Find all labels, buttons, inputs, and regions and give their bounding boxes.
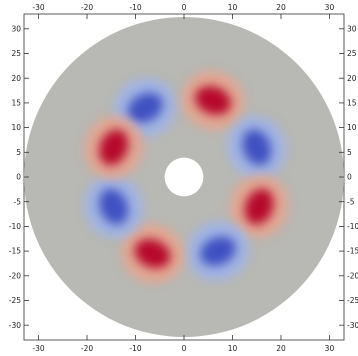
x-tick-label-top: 0 — [182, 3, 187, 12]
lobe-core — [200, 236, 236, 266]
y-tick-label-right: 0 — [347, 173, 352, 182]
y-tick-label-right: -15 — [347, 247, 358, 256]
lobe-5 — [186, 221, 250, 281]
inner-hole — [164, 157, 204, 197]
lobe-core — [195, 86, 231, 115]
y-tick-label-left: -15 — [9, 247, 21, 256]
y-tick-label-left: 30 — [11, 24, 21, 33]
lobe-core — [127, 92, 163, 123]
lobe-2 — [181, 71, 245, 130]
y-tick-label-left: 25 — [11, 49, 21, 58]
y-tick-label-left: -20 — [9, 271, 21, 280]
y-tick-label-right: -30 — [347, 321, 358, 330]
y-tick-label-left: 0 — [16, 173, 21, 182]
x-tick-label-bottom: 10 — [228, 344, 238, 353]
y-tick-label-left: -25 — [9, 296, 21, 305]
x-tick-label-bottom: 30 — [325, 344, 335, 353]
x-tick-label-top: -30 — [32, 3, 44, 12]
y-tick-label-right: -5 — [347, 197, 355, 206]
y-tick-label-right: 25 — [347, 49, 357, 58]
axis-ticks: -30 -30 -20 -20 -10 -10 0 0 10 10 20 20 30 30 -30 -30 -2… — [9, 3, 358, 353]
y-tick-label-left: 15 — [11, 99, 21, 108]
y-tick-label-left: 20 — [11, 74, 21, 83]
lobe-core — [242, 129, 272, 166]
x-tick-label-top: -10 — [129, 3, 141, 12]
x-tick-label-top: -20 — [81, 3, 93, 12]
x-tick-label-bottom: -30 — [32, 344, 44, 353]
lobe-core — [99, 129, 129, 166]
y-tick-label-right: 15 — [347, 99, 357, 108]
y-tick-label-left: 5 — [16, 148, 21, 157]
x-tick-label-top: 10 — [228, 3, 238, 12]
lobe-6 — [121, 224, 184, 284]
x-tick-label-top: 30 — [325, 3, 335, 12]
lobe-core — [134, 239, 171, 268]
x-tick-label-bottom: -10 — [129, 344, 141, 353]
lobe-3 — [227, 116, 287, 179]
x-tick-label-bottom: 20 — [276, 344, 286, 353]
lobe-4 — [229, 175, 289, 238]
y-tick-label-right: 10 — [347, 123, 357, 132]
y-tick-label-right: -25 — [347, 296, 358, 305]
lobe-core — [99, 188, 129, 225]
y-tick-label-right: 5 — [347, 148, 352, 157]
y-tick-label-right: 30 — [347, 24, 357, 33]
y-tick-label-right: -10 — [347, 222, 358, 231]
y-tick-label-left: -10 — [9, 222, 21, 231]
lobe-8 — [84, 116, 144, 179]
x-tick-label-bottom: 0 — [182, 344, 187, 353]
y-tick-label-right: 20 — [347, 74, 357, 83]
y-tick-label-left: -5 — [14, 197, 22, 206]
y-tick-label-left: -30 — [9, 321, 21, 330]
x-tick-label-bottom: -20 — [81, 344, 93, 353]
y-tick-label-left: 10 — [11, 123, 21, 132]
x-tick-label-top: 20 — [276, 3, 286, 12]
field-area — [24, 17, 344, 337]
y-tick-label-right: -20 — [347, 271, 358, 280]
lobe-core — [244, 188, 274, 225]
lobe-7 — [84, 175, 144, 238]
lobe-layer — [84, 71, 289, 284]
